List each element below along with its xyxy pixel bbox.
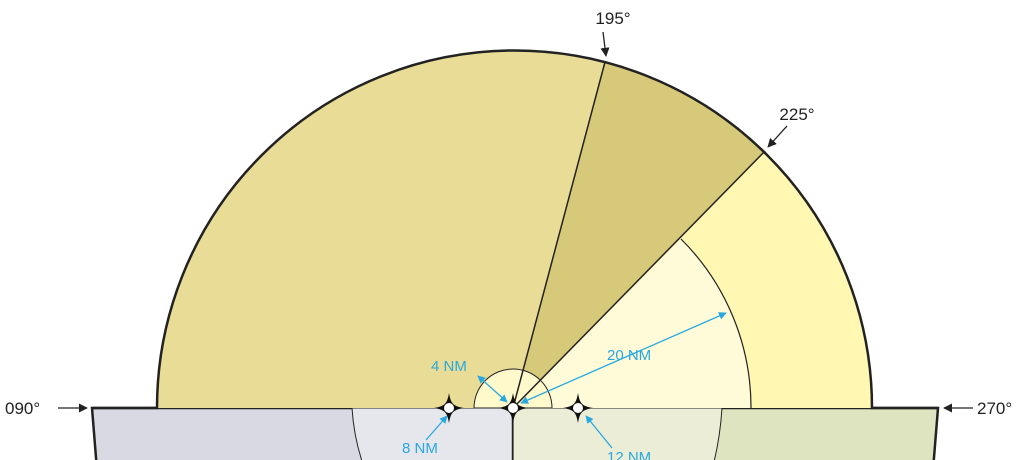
bearing-270-label: 270° <box>977 399 1012 418</box>
arrow-icon <box>477 375 508 403</box>
bearing-195-label: 195° <box>595 9 630 28</box>
outer-arc <box>92 49 938 410</box>
arrow-icon <box>767 125 788 148</box>
bearing-arrows <box>58 31 973 413</box>
left-base-inner <box>351 407 514 460</box>
navaid-markers <box>434 393 593 423</box>
arrow-icon <box>425 415 448 441</box>
sector-090-195 <box>156 49 605 408</box>
arrow-icon <box>585 415 613 449</box>
arrow-icon <box>600 31 610 57</box>
vor-marker-icon <box>434 393 464 423</box>
inner-20nm-arc <box>680 238 752 409</box>
bearing-090-label: 090° <box>5 399 40 418</box>
radius-20nm-label: 20 NM <box>607 347 651 364</box>
vor-marker-icon <box>498 393 528 423</box>
radius-arrows <box>425 312 727 449</box>
radius-8nm-label: 8 NM <box>402 440 438 457</box>
arrow-icon <box>520 312 727 404</box>
base-band <box>90 406 940 460</box>
bearing-225-label: 225° <box>779 105 814 124</box>
right-base-inner <box>512 407 723 460</box>
radius-4nm-label: 4 NM <box>431 358 467 375</box>
sector-group <box>92 49 938 410</box>
radius-12nm-label: 12 NM <box>607 449 651 460</box>
vor-marker-icon <box>563 393 593 423</box>
